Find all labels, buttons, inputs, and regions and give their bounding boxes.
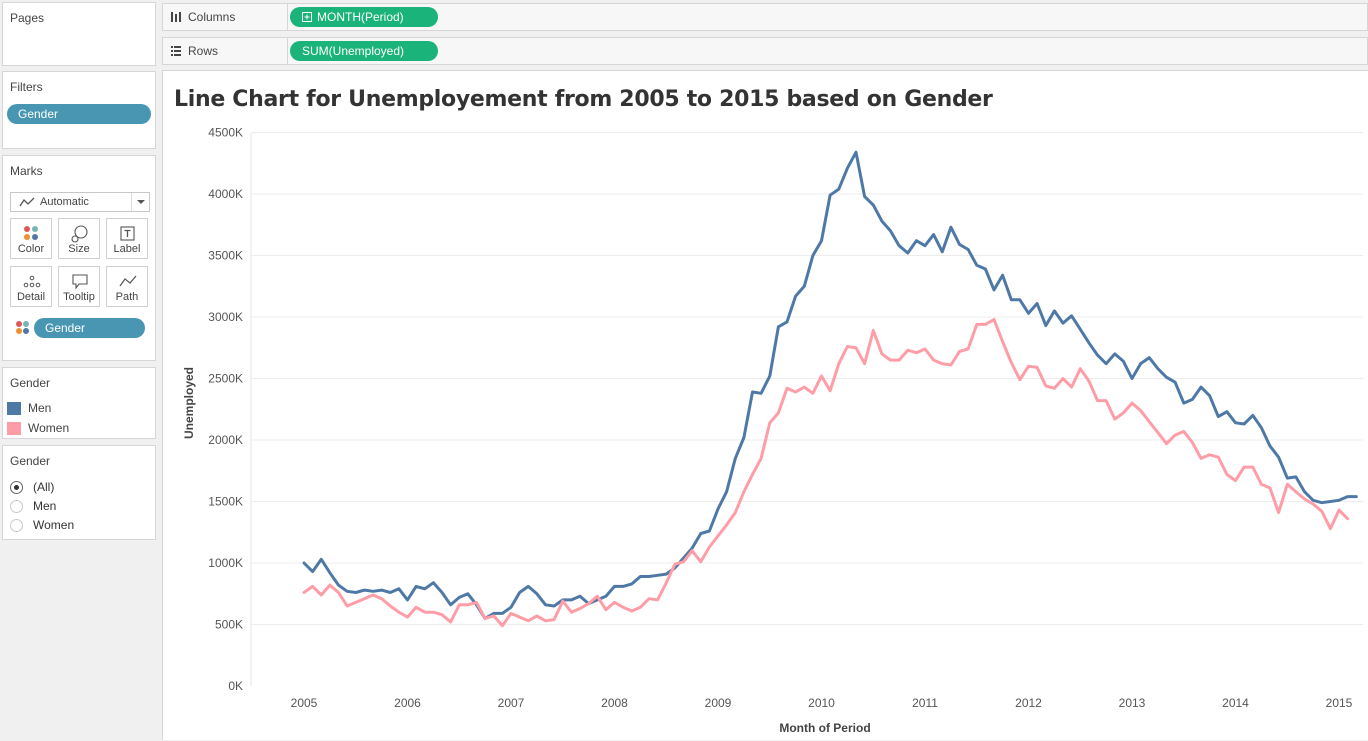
- radio-icon[interactable]: [10, 500, 23, 513]
- x-tick-label: 2014: [1222, 696, 1249, 710]
- y-tick-label: 3000K: [208, 310, 243, 324]
- rows-label-text: Rows: [188, 44, 219, 58]
- mark-type-label: Automatic: [40, 196, 89, 208]
- rows-shelf-label: Rows: [163, 38, 288, 64]
- y-tick-label: 500K: [215, 618, 243, 632]
- y-tick-label: 4000K: [208, 187, 243, 201]
- series-line-men: [302, 150, 1358, 620]
- path-line-icon: [107, 267, 147, 291]
- columns-icon: [171, 12, 181, 22]
- x-tick-label: 2011: [912, 696, 938, 710]
- y-tick-label: 0K: [228, 679, 243, 693]
- chart-title: Line Chart for Unemployement from 2005 t…: [174, 87, 993, 112]
- legend-label-men: Men: [28, 401, 52, 415]
- detail-dots-icon: [11, 267, 51, 291]
- detail-button[interactable]: Detail: [10, 266, 52, 307]
- text-label-icon: [107, 219, 147, 243]
- marks-card-title: Marks: [10, 164, 43, 178]
- radio-icon[interactable]: [10, 519, 23, 532]
- y-tick-label: 4500K: [208, 126, 243, 140]
- x-tick-label: 2010: [808, 696, 835, 710]
- color-encoding-icon: [16, 321, 29, 334]
- filter-option-label: Women: [33, 518, 75, 532]
- label-button-label: Label: [113, 243, 141, 255]
- x-tick-label: 2008: [601, 696, 628, 710]
- size-button[interactable]: Size: [58, 218, 100, 259]
- filter-option-label: Men: [33, 499, 57, 513]
- y-tick-label: 3500K: [208, 249, 243, 263]
- y-tick-label: 1000K: [208, 556, 243, 570]
- rows-shelf: Rows SUM(Unemployed): [162, 37, 1368, 65]
- x-tick-label: 2015: [1326, 696, 1353, 710]
- color-legend-card: Gender Men Women: [2, 367, 156, 439]
- x-tick-label: 2013: [1119, 696, 1146, 710]
- size-button-label: Size: [68, 243, 90, 255]
- y-tick-label: 2000K: [208, 433, 243, 447]
- filter-control-title: Gender: [10, 454, 51, 468]
- x-tick-label: 2007: [498, 696, 525, 710]
- mark-type-dropdown[interactable]: Automatic: [10, 192, 150, 212]
- legend-swatch-men: [7, 402, 21, 415]
- gender-filter-card: Gender (All) Men Women: [2, 445, 156, 540]
- series-line-women: [302, 318, 1350, 628]
- columns-pill[interactable]: MONTH(Period): [290, 7, 438, 27]
- pages-card: Pages: [2, 2, 156, 66]
- x-tick-label: 2012: [1015, 696, 1042, 710]
- pages-card-title: Pages: [10, 11, 45, 25]
- legend-label-women: Women: [28, 421, 70, 435]
- tooltip-button[interactable]: Tooltip: [58, 266, 100, 307]
- filter-pill-gender[interactable]: Gender: [7, 104, 151, 124]
- tooltip-button-label: Tooltip: [63, 291, 95, 303]
- size-icon: [59, 219, 99, 243]
- columns-shelf-label: Columns: [163, 4, 288, 30]
- path-button-label: Path: [115, 291, 139, 303]
- expand-plus-icon[interactable]: [302, 12, 312, 22]
- rows-icon: [171, 46, 181, 56]
- columns-pill-label: MONTH(Period): [317, 10, 404, 24]
- x-tick-label: 2005: [291, 696, 318, 710]
- columns-shelf: Columns MONTH(Period): [162, 3, 1368, 31]
- y-axis-title: Unemployed: [182, 367, 196, 439]
- filters-card: Filters Gender: [2, 71, 156, 149]
- x-tick-label: 2009: [705, 696, 732, 710]
- color-dots-icon: [11, 219, 51, 243]
- color-button[interactable]: Color: [10, 218, 52, 259]
- path-button[interactable]: Path: [106, 266, 148, 307]
- filters-card-title: Filters: [10, 80, 43, 94]
- line-mark-icon: [19, 197, 35, 207]
- x-axis-title: Month of Period: [779, 721, 870, 735]
- tooltip-bubble-icon: [59, 267, 99, 291]
- rows-pill[interactable]: SUM(Unemployed): [290, 41, 438, 61]
- legend-swatch-women: [7, 422, 21, 435]
- legend-title: Gender: [10, 376, 51, 390]
- filter-option-label: (All): [33, 480, 55, 494]
- line-chart: 0K 500K 1000K 1500K 2000K 2500K 3000K 3500K 4000…: [182, 126, 1363, 735]
- y-tick-label: 2500K: [208, 372, 243, 386]
- label-button[interactable]: Label: [106, 218, 148, 259]
- color-pill-gender[interactable]: Gender: [34, 318, 145, 338]
- x-tick-label: 2006: [394, 696, 421, 710]
- color-button-label: Color: [17, 243, 45, 255]
- y-tick-label: 1500K: [208, 495, 243, 509]
- chevron-down-icon[interactable]: [131, 193, 149, 211]
- columns-label-text: Columns: [188, 10, 236, 24]
- detail-button-label: Detail: [16, 291, 46, 303]
- left-panel: Pages Filters Gender Marks Automatic Col…: [0, 0, 160, 740]
- chart-view: Line Chart for Unemployement from 2005 t…: [162, 70, 1368, 740]
- marks-card: Marks Automatic Color Size Label: [2, 155, 156, 361]
- radio-selected-icon[interactable]: [10, 481, 23, 494]
